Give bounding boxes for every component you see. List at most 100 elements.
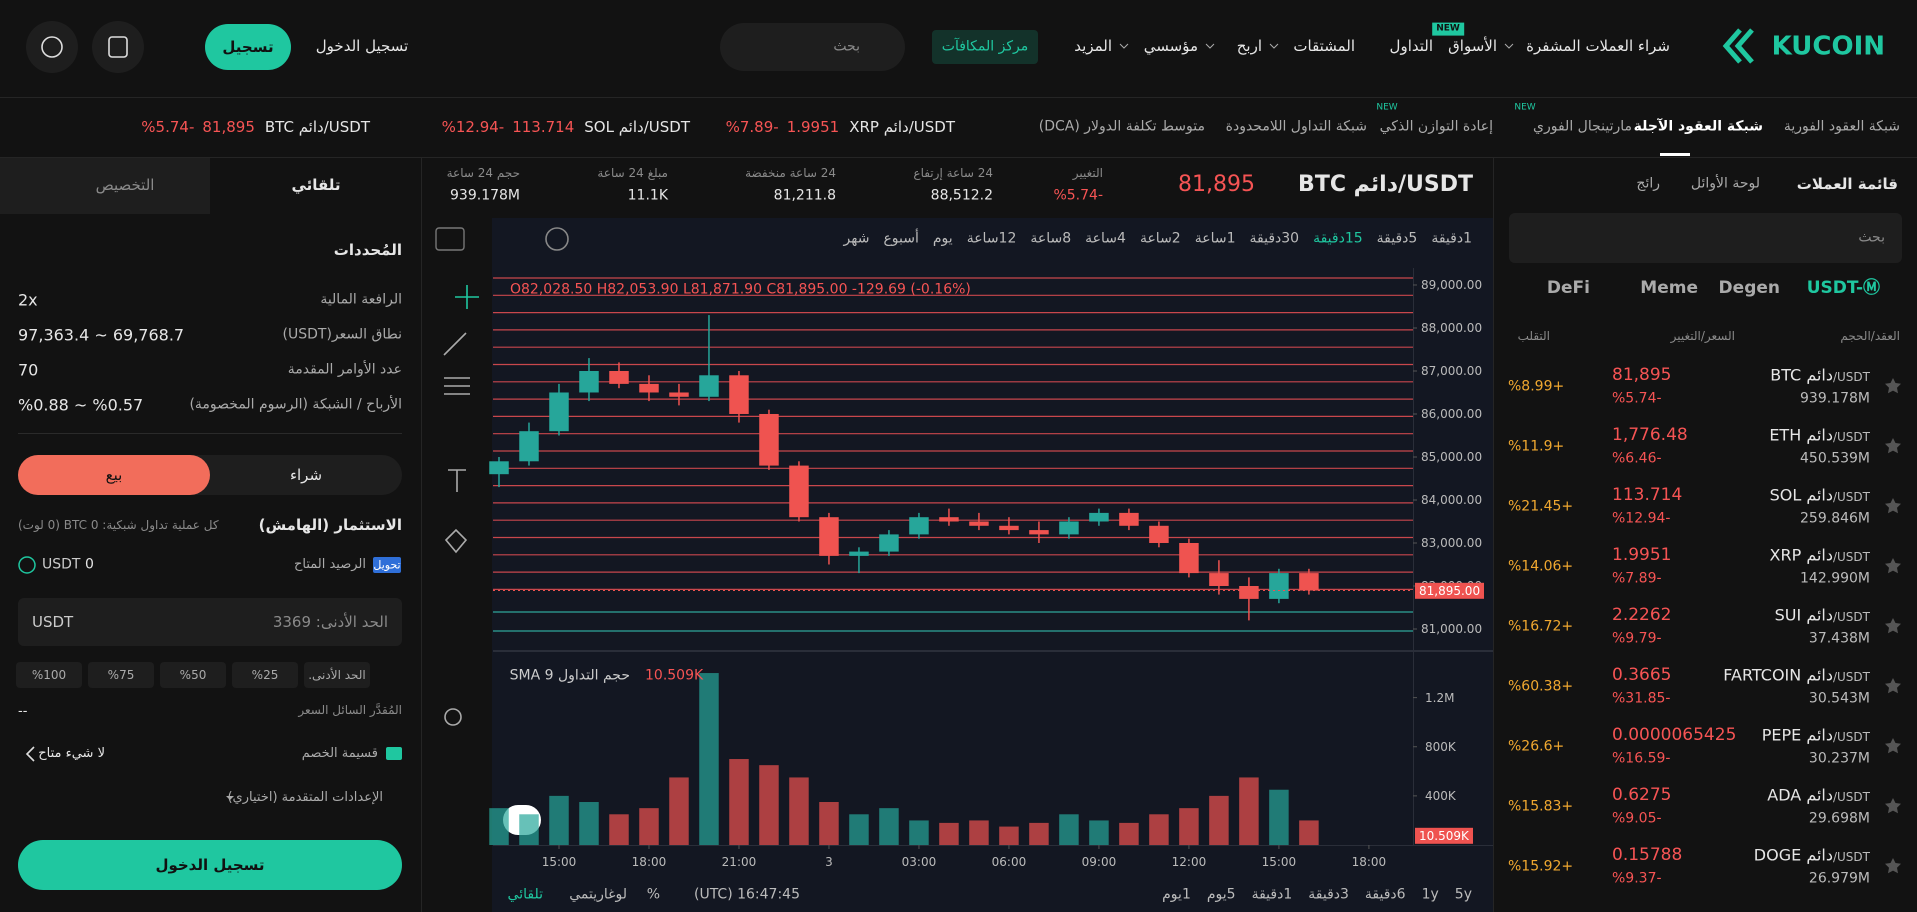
range[interactable]: 5يوم [1206, 886, 1236, 903]
coupon-value[interactable]: لا شيء متاح [38, 746, 105, 762]
scale-option[interactable]: لوغاريتمي [569, 886, 627, 903]
contract-name[interactable]: ETH دائم [1769, 425, 1833, 445]
interval[interactable]: 15دقيقة [1313, 230, 1363, 247]
nav-item[interactable]: مؤسسي [1143, 37, 1198, 55]
contract-name[interactable]: ADA دائم [1767, 785, 1833, 805]
list-tab[interactable]: Degen [1718, 277, 1780, 298]
divider [0, 97, 1917, 98]
percent-chip[interactable] [16, 662, 82, 688]
nav-item[interactable]: المزيد [1074, 37, 1112, 55]
list-tab[interactable]: USDT-Ⓜ [1806, 277, 1880, 298]
range[interactable]: 6دقيقة [1364, 886, 1406, 903]
list-title[interactable]: قائمة العملات [1796, 175, 1898, 193]
list-tab[interactable]: DeFi [1546, 277, 1590, 298]
range[interactable]: 1y [1421, 886, 1439, 903]
percent-chip[interactable] [304, 662, 370, 688]
tool-settings[interactable] [545, 227, 569, 251]
advanced-toggle[interactable]: الإعدادات المتقدمة (اختياري) [227, 790, 383, 806]
bot-tab[interactable]: متوسط تكلفة الدولار (DCA) [1038, 118, 1205, 135]
nav-item[interactable]: اربح [1236, 37, 1262, 55]
percent-chip[interactable] [160, 662, 226, 688]
add-icon[interactable] [18, 556, 36, 574]
contract-name[interactable]: PEPE دائم [1761, 725, 1833, 745]
interval[interactable]: 4ساعة [1085, 230, 1126, 247]
nav-item[interactable]: التداول [1389, 37, 1433, 55]
mode-tab[interactable]: تلقائي [291, 176, 341, 194]
volume-bar [1179, 808, 1199, 845]
interval[interactable]: 8ساعة [1030, 230, 1072, 247]
interval[interactable]: 30دقيقة [1249, 230, 1300, 247]
tool-screenshot[interactable] [435, 227, 465, 251]
interval[interactable]: 1ساعة [1194, 230, 1236, 247]
favorite-star[interactable] [1885, 378, 1901, 394]
favorite-star[interactable] [1885, 438, 1901, 454]
interval[interactable]: 12ساعة [966, 230, 1017, 247]
mode-tab[interactable]: التخصيص [95, 176, 155, 194]
contract-name[interactable]: SOL دائم [1769, 485, 1833, 505]
favorite-star[interactable] [1885, 558, 1901, 574]
range[interactable]: 3دقيقة [1308, 886, 1349, 903]
change: %9.05- [1612, 810, 1662, 827]
icon-download[interactable] [92, 21, 144, 73]
param-label: الرافعة المالية [320, 291, 402, 308]
tool-text[interactable] [448, 469, 466, 492]
favorite-star[interactable] [1885, 798, 1901, 814]
list-tab[interactable]: Meme [1640, 277, 1698, 298]
contract-name[interactable]: BTC دائم [1770, 365, 1833, 385]
rewards-button[interactable] [932, 30, 1038, 64]
signup-button[interactable] [205, 24, 291, 70]
tool-heart[interactable] [444, 528, 468, 554]
interval[interactable]: 2ساعة [1139, 230, 1181, 247]
tool-crosshair[interactable] [455, 285, 479, 309]
percent-chip[interactable] [88, 662, 154, 688]
contract-name[interactable]: SUI دائم [1774, 605, 1833, 625]
ticker-price: 1.9951 [786, 118, 840, 136]
favorite-star[interactable] [1885, 618, 1901, 634]
interval[interactable]: أسبوع [883, 230, 919, 247]
contract-name[interactable]: FARTCOIN دائم [1723, 665, 1833, 685]
nav-item[interactable]: الأسواق [1448, 37, 1497, 55]
icon-globe[interactable] [26, 21, 78, 73]
contract-name[interactable]: DOGE دائم [1753, 845, 1833, 865]
percent-chip[interactable] [232, 662, 298, 688]
bot-tab[interactable]: شبكة العقود الفورية [1783, 118, 1900, 135]
favorite-star[interactable] [1885, 738, 1901, 754]
volume-bar [1149, 814, 1169, 845]
bot-tab[interactable]: مارتينجال الفوري [1533, 118, 1632, 135]
tool-line[interactable] [443, 332, 467, 356]
candle-body [1149, 525, 1169, 543]
range[interactable]: 1يوم [1162, 886, 1191, 903]
nav-item[interactable]: شراء العملات المشفرة [1526, 37, 1670, 55]
scale-option[interactable]: تلقائي [507, 886, 543, 903]
candle-body [1029, 530, 1049, 535]
market-search[interactable] [1509, 213, 1902, 263]
login-button[interactable] [18, 840, 402, 890]
interval[interactable]: شهر [843, 230, 870, 247]
range[interactable]: 5y [1454, 886, 1472, 903]
sell-button[interactable] [18, 455, 210, 495]
leaders-tab[interactable]: لوحة الأوائل [1690, 175, 1760, 192]
tool-fib[interactable] [444, 377, 470, 395]
interval[interactable]: يوم [932, 230, 953, 247]
scale-option[interactable]: % [646, 886, 660, 903]
rewards-link[interactable]: مركز المكافآت [941, 38, 1029, 55]
bot-tab[interactable]: شبكة التداول اللامحدودة [1225, 118, 1367, 135]
interval[interactable]: 1دقيقة [1431, 230, 1472, 247]
favorite-star[interactable] [1885, 858, 1901, 874]
search-box[interactable] [720, 23, 905, 71]
range[interactable]: 1دقيقة [1251, 886, 1293, 903]
tool-zoom[interactable] [444, 708, 462, 726]
bot-tab[interactable]: شبكة العقود الآجلة [1633, 118, 1763, 135]
contract-name[interactable]: XRP دائم [1769, 545, 1833, 565]
stat-label: 24 ساعة منخفضة [745, 165, 836, 180]
interval[interactable]: 5دقيقة [1376, 230, 1418, 247]
volume-bar [999, 826, 1019, 845]
transfer-badge[interactable] [373, 557, 401, 573]
trending-tab[interactable]: رائج [1636, 175, 1660, 192]
bot-tab[interactable]: إعادة التوازن الذكي [1379, 118, 1493, 135]
favorite-star[interactable] [1885, 498, 1901, 514]
nav-item[interactable]: المشتقات [1293, 37, 1355, 55]
amount-input[interactable] [18, 598, 402, 646]
favorite-star[interactable] [1885, 678, 1901, 694]
login-link[interactable]: تسجيل الدخول [315, 37, 409, 55]
